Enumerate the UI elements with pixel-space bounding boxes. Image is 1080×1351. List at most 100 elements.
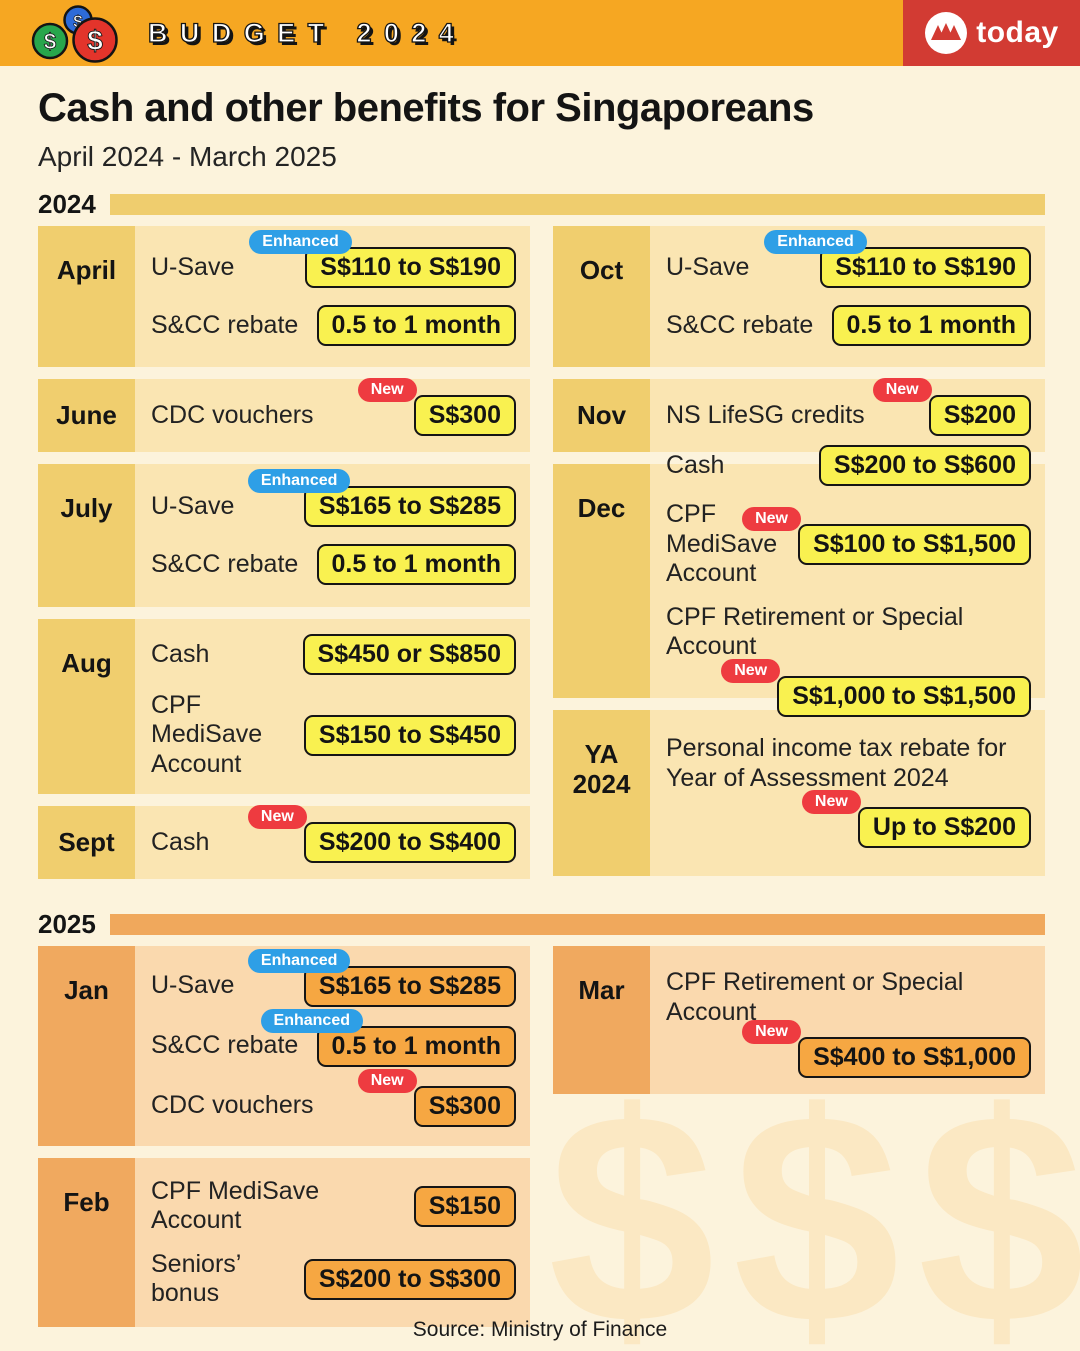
benefit-item: Cash S$200 to S$600 — [666, 445, 1031, 487]
grid-2025-right-column: Mar CPF Retirement or Special Account Ne… — [553, 946, 1045, 1094]
svg-text:$: $ — [87, 25, 103, 56]
benefit-value: New S$200 — [872, 378, 1031, 436]
enhanced-badge: Enhanced — [247, 469, 351, 493]
grid-2024: April U-Save Enhanced S$110 to S$190 S&C… — [38, 226, 1045, 879]
benefit-value: New S$100 to S$1,500 — [742, 507, 1031, 565]
value-box: S$1,000 to S$1,500 — [777, 675, 1031, 717]
value-box: S$200 to S$400 — [303, 822, 516, 863]
month-label: Sept — [38, 806, 135, 879]
month-label: July — [38, 464, 135, 607]
svg-text:$: $ — [73, 12, 83, 31]
benefit-value: S$450 or S$850 — [302, 633, 516, 675]
benefit-item: NS LifeSG credits New S$200 — [666, 378, 1031, 436]
benefit-label: S&CC rebate — [151, 549, 299, 578]
month-label: Feb — [38, 1158, 135, 1327]
new-badge: New — [357, 378, 417, 402]
benefit-value: Enhanced S$110 to S$190 — [249, 230, 516, 288]
benefit-item: U-Save Enhanced S$110 to S$190 — [666, 230, 1031, 288]
card-feb: Feb CPF MediSave Account S$150 Seniors’ … — [38, 1158, 530, 1327]
benefit-item: Cash New S$200 to S$400 — [151, 805, 516, 863]
benefit-label: Cash — [151, 827, 210, 856]
benefit-label: CDC vouchers — [151, 1091, 314, 1120]
value-box: S$150 to S$450 — [303, 714, 516, 756]
benefit-item: Personal income tax rebate for Year of A… — [666, 734, 1031, 848]
benefit-label: CPF Retirement or Special Account — [666, 602, 964, 661]
month-label: April — [38, 226, 135, 367]
benefit-item: Seniors’ bonus S$200 to S$300 — [151, 1250, 516, 1309]
top-banner: $ $ $ BUDGET 2024 today — [0, 0, 1080, 66]
value-box: S$110 to S$190 — [820, 247, 1031, 288]
new-badge: New — [872, 378, 932, 402]
value-box: S$200 to S$300 — [303, 1258, 516, 1300]
benefit-value: S$200 to S$600 — [818, 445, 1031, 487]
card-aug: Aug Cash S$450 or S$850 CPF MediSave Acc… — [38, 619, 530, 794]
month-label: Dec — [553, 464, 650, 698]
value-box: S$200 — [928, 395, 1031, 436]
benefit-value: 0.5 to 1 month — [316, 544, 516, 585]
today-logo-text: today — [976, 16, 1059, 49]
card-mar: Mar CPF Retirement or Special Account Ne… — [553, 946, 1045, 1094]
dollar-watermark: $$$ — [548, 1050, 1080, 1351]
benefit-item: CPF MediSave Account New S$100 to S$1,50… — [666, 500, 1031, 589]
card-oct: Oct U-Save Enhanced S$110 to S$190 S&CC … — [553, 226, 1045, 367]
enhanced-badge: Enhanced — [249, 230, 352, 254]
value-box: S$400 to S$1,000 — [798, 1037, 1031, 1078]
new-badge: New — [742, 1020, 801, 1044]
benefit-item: CDC vouchers New S$300 — [151, 378, 516, 436]
value-box: S$300 — [413, 395, 516, 436]
benefit-item: S&CC rebate 0.5 to 1 month — [151, 305, 516, 346]
benefit-item: CPF MediSave Account S$150 to S$450 — [151, 691, 516, 780]
benefit-value: Enhanced S$165 to S$285 — [247, 948, 516, 1007]
benefit-value: 0.5 to 1 month — [316, 305, 516, 346]
new-badge: New — [721, 658, 781, 683]
benefit-label: S&CC rebate — [666, 310, 814, 339]
year-2025-label: 2025 — [38, 909, 96, 939]
benefit-label: S&CC rebate — [151, 310, 299, 339]
card-july: July U-Save Enhanced S$165 to S$285 S&CC… — [38, 464, 530, 607]
benefit-value: New S$300 — [357, 378, 516, 436]
enhanced-badge: Enhanced — [247, 948, 351, 973]
value-box: 0.5 to 1 month — [316, 305, 516, 346]
month-label: Oct — [553, 226, 650, 367]
enhanced-badge: Enhanced — [764, 230, 867, 254]
year-2025-bar — [109, 914, 1045, 935]
value-box: Up to S$200 — [857, 807, 1031, 848]
page-title: Cash and other benefits for Singaporeans — [38, 86, 814, 130]
benefit-item: U-Save Enhanced S$165 to S$285 — [151, 948, 516, 1007]
benefit-item: CDC vouchers New S$300 — [151, 1068, 516, 1127]
card-sept: Sept Cash New S$200 to S$400 — [38, 805, 530, 879]
new-badge: New — [742, 507, 801, 531]
benefit-value: Enhanced S$165 to S$285 — [247, 469, 516, 527]
grid-2025-left-column: Jan U-Save Enhanced S$165 to S$285 S&CC … — [38, 946, 530, 1327]
year-2024-bar — [109, 194, 1045, 215]
today-logo-icon — [925, 12, 968, 54]
month-label: Jan — [38, 946, 135, 1146]
card-june: June CDC vouchers New S$300 — [38, 378, 530, 452]
grid-2024-right-column: Oct U-Save Enhanced S$110 to S$190 S&CC … — [553, 226, 1045, 876]
value-box: S$150 — [413, 1185, 516, 1227]
new-badge: New — [357, 1068, 417, 1093]
month-label: YA 2024 — [553, 710, 650, 876]
benefit-label: Cash — [666, 451, 725, 479]
benefit-label: U-Save — [151, 971, 235, 1000]
value-box: S$200 to S$600 — [818, 445, 1031, 487]
value-box: 0.5 to 1 month — [316, 1025, 516, 1067]
benefit-value: New S$300 — [357, 1068, 516, 1127]
section-2024-header: 2024 — [38, 189, 1045, 220]
benefit-label: U-Save — [151, 491, 235, 520]
benefit-item: Cash S$450 or S$850 — [151, 633, 516, 675]
benefit-label: NS LifeSG credits — [666, 400, 865, 429]
section-2025-header: 2025 — [38, 909, 1045, 940]
benefit-label: Personal income tax rebate for Year of A… — [666, 734, 1007, 792]
benefit-value: S$200 to S$300 — [303, 1258, 516, 1300]
budget-2024-banner-title: BUDGET 2024 — [147, 17, 467, 48]
benefit-label: Seniors’ bonus — [151, 1249, 241, 1308]
benefit-item: S&CC rebate Enhanced 0.5 to 1 month — [151, 1008, 516, 1067]
benefit-label: U-Save — [151, 252, 235, 281]
card-jan: Jan U-Save Enhanced S$165 to S$285 S&CC … — [38, 946, 530, 1146]
benefit-label: CPF MediSave Account — [666, 500, 778, 588]
enhanced-badge: Enhanced — [260, 1008, 363, 1033]
grid-2025: Jan U-Save Enhanced S$165 to S$285 S&CC … — [38, 946, 1045, 1327]
benefit-label: CPF Retirement or Special Account — [666, 968, 964, 1026]
